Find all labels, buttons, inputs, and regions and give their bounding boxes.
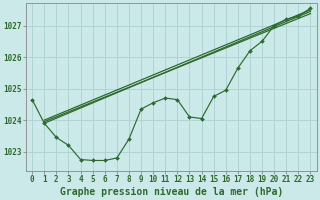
X-axis label: Graphe pression niveau de la mer (hPa): Graphe pression niveau de la mer (hPa)	[60, 186, 283, 197]
